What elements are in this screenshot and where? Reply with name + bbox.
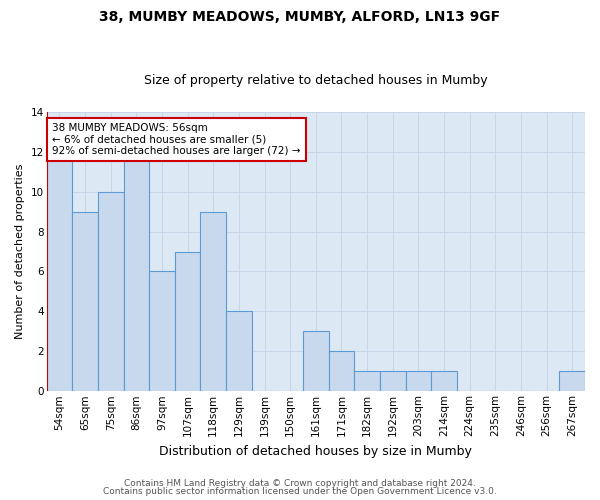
Y-axis label: Number of detached properties: Number of detached properties [15, 164, 25, 339]
Text: Contains public sector information licensed under the Open Government Licence v3: Contains public sector information licen… [103, 487, 497, 496]
Title: Size of property relative to detached houses in Mumby: Size of property relative to detached ho… [144, 74, 488, 87]
Text: 38, MUMBY MEADOWS, MUMBY, ALFORD, LN13 9GF: 38, MUMBY MEADOWS, MUMBY, ALFORD, LN13 9… [100, 10, 500, 24]
Bar [431, 372, 457, 392]
Bar [72, 212, 98, 392]
Bar [380, 372, 406, 392]
Text: Contains HM Land Registry data © Crown copyright and database right 2024.: Contains HM Land Registry data © Crown c… [124, 478, 476, 488]
Text: 38 MUMBY MEADOWS: 56sqm
← 6% of detached houses are smaller (5)
92% of semi-deta: 38 MUMBY MEADOWS: 56sqm ← 6% of detached… [52, 123, 301, 156]
Bar [149, 272, 175, 392]
Bar [175, 252, 200, 392]
Bar [303, 332, 329, 392]
Bar [124, 152, 149, 392]
Bar [226, 312, 251, 392]
Bar [200, 212, 226, 392]
Bar [354, 372, 380, 392]
Bar [329, 352, 354, 392]
Bar [406, 372, 431, 392]
X-axis label: Distribution of detached houses by size in Mumby: Distribution of detached houses by size … [160, 444, 472, 458]
Bar [98, 192, 124, 392]
Bar [559, 372, 585, 392]
Bar [47, 152, 72, 392]
